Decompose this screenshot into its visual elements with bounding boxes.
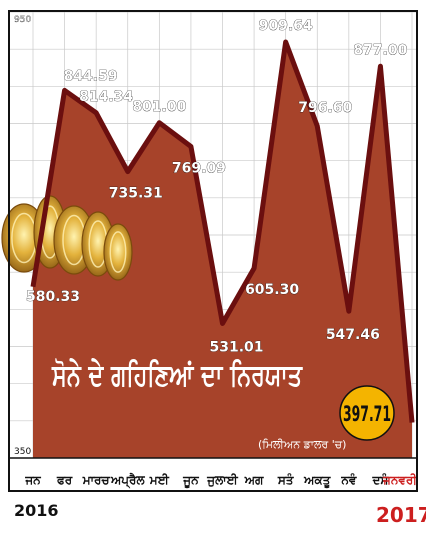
bangle-shape xyxy=(103,223,133,281)
x-tick-label: ਜਨ xyxy=(24,473,41,487)
data-label: 547.46 xyxy=(326,327,380,343)
gold-bangles-illustration xyxy=(1,195,133,281)
data-label: 769.09 xyxy=(172,160,226,176)
data-label: 909.64 xyxy=(259,18,313,34)
data-label: 877.00 xyxy=(353,42,407,58)
data-label: 844.59 xyxy=(64,68,118,84)
area-fill xyxy=(33,42,412,458)
data-label: 801.00 xyxy=(132,99,186,115)
bangle-highlight xyxy=(109,231,127,273)
x-tick-label: ਦਸੰ xyxy=(371,472,389,487)
y-tick-label: 950 xyxy=(14,15,31,25)
y-tick-label: 350 xyxy=(14,447,31,457)
badge-circle xyxy=(339,385,395,441)
line-series xyxy=(30,39,415,423)
x-tick-label: ਜਨਵਰੀ xyxy=(382,473,418,487)
axes: 950 350 ਜਨ ਫਰ ਮਾਰਚ ਅਪ੍ਰੈਲ ਮਈ ਜੂਨ ਜੁਲਾਈ ਅਗ ਸਤੰ ਅਕਤੂ ਨ… xyxy=(10,15,426,527)
x-tick-label: ਅਪ੍ਰੈਲ xyxy=(110,472,146,488)
data-label: 531.01 xyxy=(209,339,263,355)
x-tick-label: ਅਗ xyxy=(244,473,264,487)
year-end-label: 2017 xyxy=(376,503,426,527)
data-label: 605.30 xyxy=(245,282,299,298)
data-labels: 580.33 844.59 814.34 735.31 801.00 769.09 531.… xyxy=(26,18,408,356)
x-tick-label: ਮਾਰਚ xyxy=(82,473,111,487)
x-tick-label: ਅਕਤੂ xyxy=(303,473,332,489)
x-tick-label: ਫਰ xyxy=(56,473,73,487)
chart-title-group: ਸੋਨੇ ਦੇ ਗਹਿਣਿਆਂ ਦਾ ਨਿਰਯਾਤ (ਮਿਲੀਅਨ ਡਾਲਰ '… xyxy=(51,358,346,451)
chart-title: ਸੋਨੇ ਦੇ ਗਹਿਣਿਆਂ ਦਾ ਨਿਰਯਾਤ xyxy=(51,358,303,393)
x-tick-label: ਜੁਲਾਈ xyxy=(206,473,238,487)
area-series xyxy=(33,42,412,458)
series-line xyxy=(30,39,415,423)
x-tick-label: ਜੂਨ xyxy=(182,473,199,489)
year-start-label: 2016 xyxy=(14,501,59,520)
data-label: 580.33 xyxy=(26,289,80,305)
x-tick-label: ਮਈ xyxy=(149,473,170,487)
highlight-badge: 397.71 xyxy=(339,385,395,441)
data-label: 796.60 xyxy=(298,100,352,116)
x-tick-label: ਸਤੰ xyxy=(277,472,295,487)
highlight-value-label: 397.71 xyxy=(343,402,391,426)
x-tick-label: ਨਵੰ xyxy=(340,472,357,487)
data-label: 735.31 xyxy=(109,186,163,202)
data-label: 814.34 xyxy=(79,89,133,105)
unit-note: (ਮਿਲੀਅਨ ਡਾਲਰ 'ਚ) xyxy=(258,438,346,451)
